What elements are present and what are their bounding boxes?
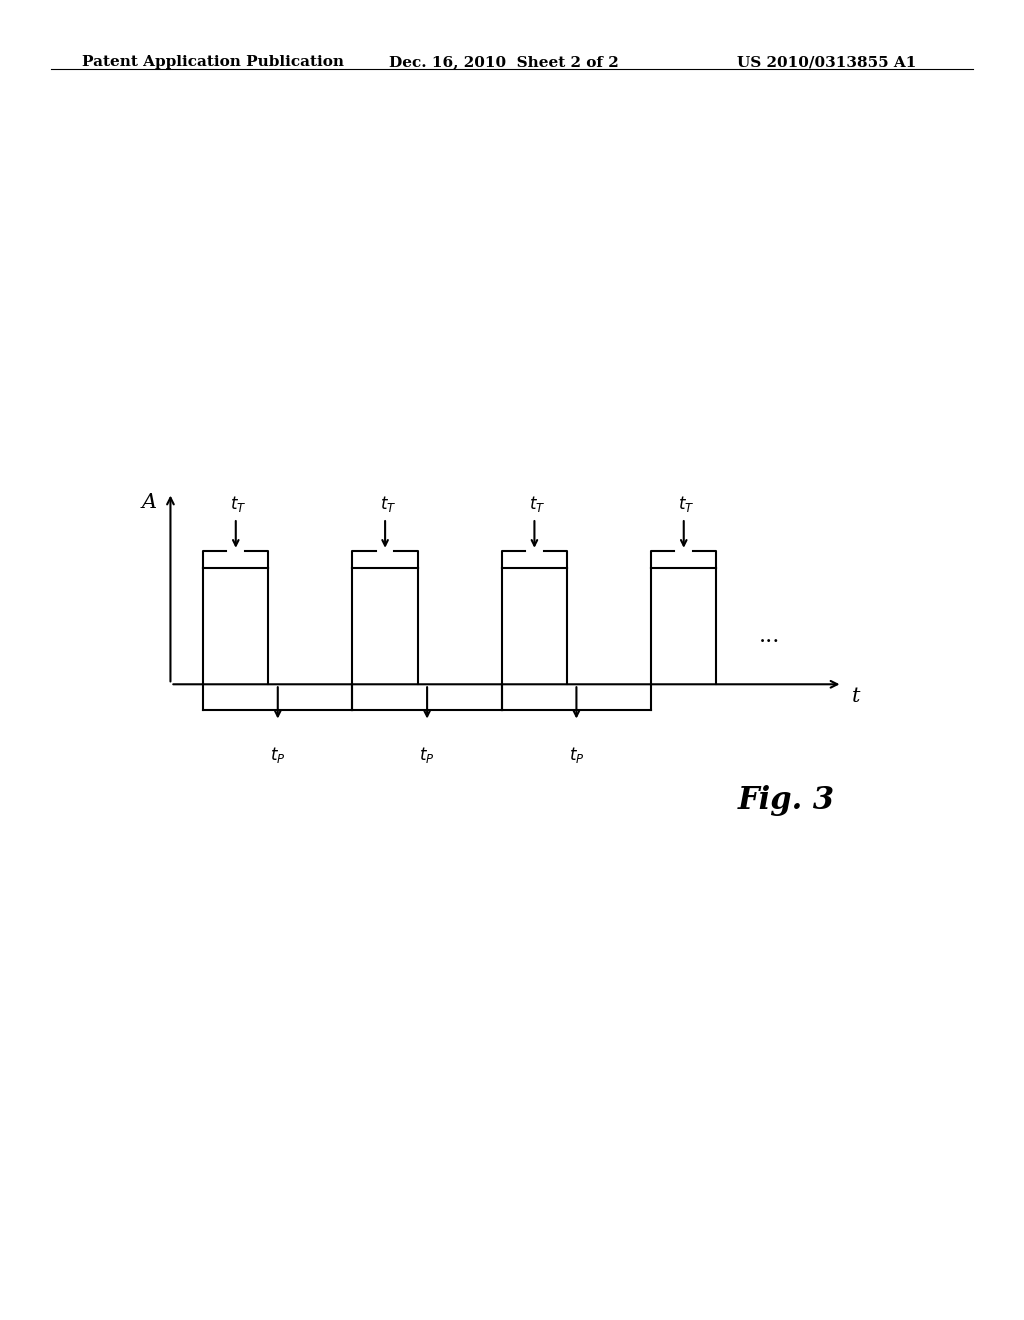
Text: $t_T$: $t_T$ xyxy=(529,494,546,513)
Text: Patent Application Publication: Patent Application Publication xyxy=(82,55,344,70)
Text: A: A xyxy=(141,492,157,512)
Text: $t_T$: $t_T$ xyxy=(380,494,396,513)
Text: t: t xyxy=(852,686,860,706)
Text: $t_P$: $t_P$ xyxy=(568,744,584,764)
Text: $t_P$: $t_P$ xyxy=(270,744,286,764)
Text: Dec. 16, 2010  Sheet 2 of 2: Dec. 16, 2010 Sheet 2 of 2 xyxy=(389,55,618,70)
Text: ...: ... xyxy=(759,624,780,647)
Text: Fig. 3: Fig. 3 xyxy=(737,785,835,816)
Text: $t_T$: $t_T$ xyxy=(230,494,247,513)
Text: US 2010/0313855 A1: US 2010/0313855 A1 xyxy=(737,55,916,70)
Text: $t_P$: $t_P$ xyxy=(420,744,435,764)
Text: $t_T$: $t_T$ xyxy=(678,494,694,513)
